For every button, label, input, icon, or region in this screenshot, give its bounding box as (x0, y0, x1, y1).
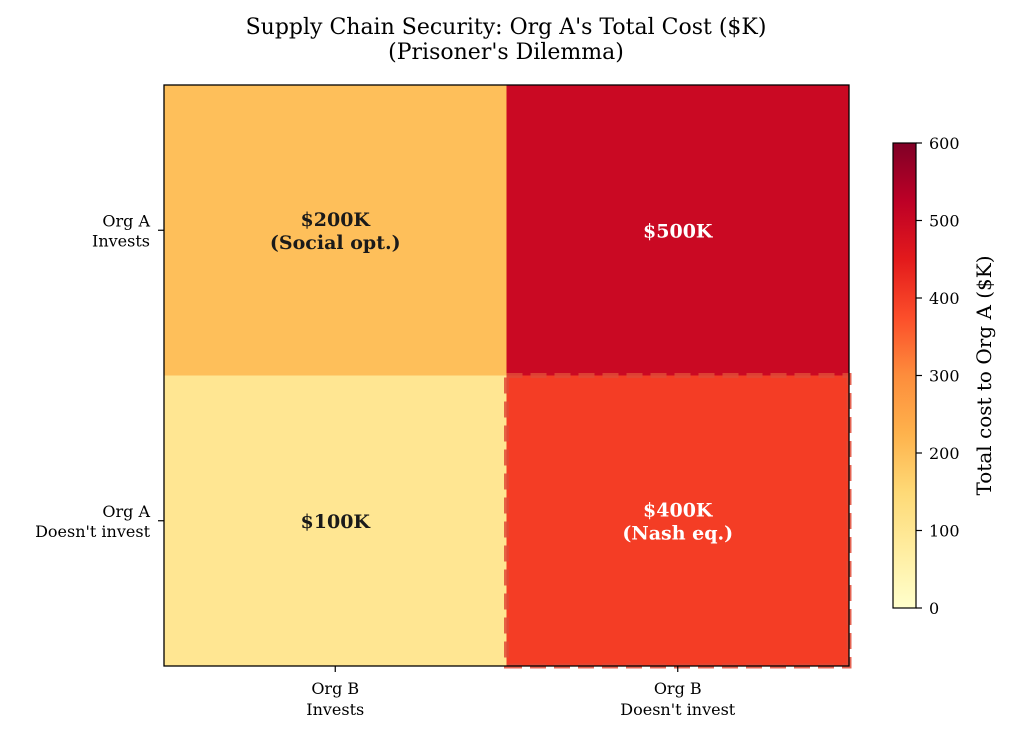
chart-title-sub: (Prisoner's Dilemma) (388, 40, 624, 65)
plot-frame (163, 84, 850, 667)
cell-label-r0-c1-line0: $500K (643, 220, 714, 242)
heatmap-cell-r1-c0 (164, 375, 507, 666)
colorbar-tick-label-0: 0 (929, 599, 939, 618)
cell-label-r1-c1-line1: (Nash eq.) (622, 522, 733, 544)
cell-label-r1-c0-line0: $100K (301, 511, 372, 533)
colorbar-tick-label-3: 300 (929, 367, 960, 386)
chart-title-main: Supply Chain Security: Org A's Total Cos… (246, 15, 767, 40)
x-tick-label-0-line0: Org B (311, 679, 359, 698)
heatmap-cell-r0-c0 (164, 85, 507, 376)
cell-labels: $200K(Social opt.) $500K $100K $400K(Nash e… (270, 209, 733, 545)
colorbar: 0 100 200 300 400 500 600 Total cost to Org A (… (892, 134, 996, 618)
cell-label-r0-c0-line1: (Social opt.) (270, 232, 401, 254)
colorbar-gradient (892, 142, 917, 609)
x-tick-label-0-line1: Invests (306, 700, 364, 719)
colorbar-tick-label-4: 400 (929, 289, 960, 308)
cell-label-r0-c0-line0: $200K (301, 209, 372, 231)
y-tick-label-1-line0: Org A (102, 502, 150, 521)
x-tick-label-1-line0: Org B (654, 679, 702, 698)
colorbar-tick-label-2: 200 (929, 444, 960, 463)
y-tick-label-0-line0: Org A (102, 211, 150, 230)
chart-title: Supply Chain Security: Org A's Total Cos… (246, 15, 767, 65)
x-tick-label-1-line1: Doesn't invest (620, 700, 736, 719)
colorbar-tick-label-5: 500 (929, 212, 960, 231)
colorbar-label: Total cost to Org A ($K) (972, 255, 996, 495)
cell-label-r1-c1-line0: $400K (643, 499, 714, 521)
x-axis: Org B Invests Org B Doesn't invest (306, 666, 736, 719)
y-tick-label-0-line1: Invests (92, 231, 150, 250)
heatmap-cell-r0-c1 (506, 85, 849, 376)
heatmap-cells (164, 85, 849, 666)
y-tick-label-1-line1: Doesn't invest (35, 522, 151, 541)
colorbar-tick-label-1: 100 (929, 522, 960, 541)
heatmap-cell-r1-c1 (506, 375, 849, 666)
colorbar-tick-label-6: 600 (929, 134, 960, 153)
